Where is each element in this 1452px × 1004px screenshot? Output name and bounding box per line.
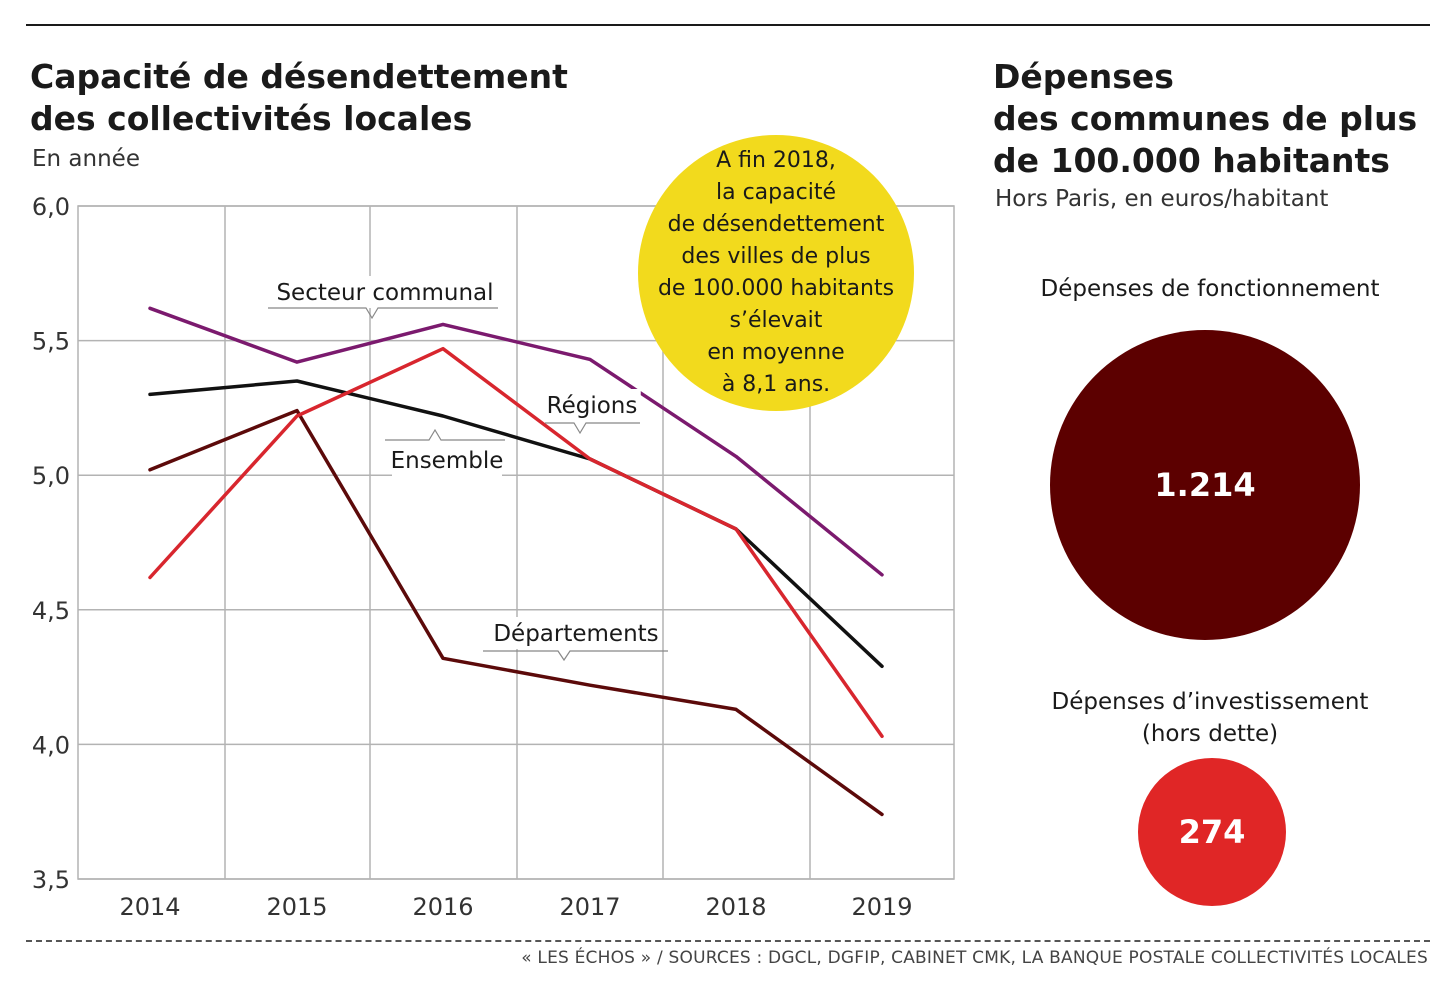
y-tick-label: 3,5 (32, 866, 70, 894)
bubble-chart-title-line2: des communes de plus (993, 99, 1418, 138)
x-tick-label: 2014 (119, 893, 180, 921)
source-note: « LES ÉCHOS » / SOURCES : DGCL, DGFIP, C… (521, 948, 1428, 968)
chart-series (148, 306, 884, 817)
y-tick-label: 5,0 (32, 462, 70, 490)
x-tick-label: 2017 (559, 893, 620, 921)
callout-line: de désendettement (667, 212, 885, 237)
series-line-regions (148, 346, 884, 739)
top-rule (26, 24, 1430, 26)
series-label-leader (483, 650, 668, 662)
investissement-label: Dépenses d’investissement (hors dette) (1000, 686, 1420, 750)
series-label-leader (268, 307, 498, 320)
series-label: Régions (547, 393, 638, 419)
series-label-bg (280, 276, 490, 308)
x-tick-label: 2018 (705, 893, 766, 921)
series-label: Secteur communal (276, 280, 493, 306)
bubble-chart-unit: Hors Paris, en euros/habitant (995, 186, 1329, 212)
bubble-chart-title-line3: de 100.000 habitants (993, 141, 1390, 180)
series-label-bg (496, 617, 656, 649)
line-chart-unit: En année (32, 146, 140, 172)
callout-bubble: A fin 2018, la capacité de désendettement d… (638, 135, 914, 411)
callout-line: des villes de plus (681, 244, 871, 269)
x-tick-label: 2019 (851, 893, 912, 921)
bubble-chart-title: Dépenses des communes de plus de 100.000… (993, 56, 1433, 182)
investissement-label-line1: Dépenses d’investissement (1051, 689, 1369, 715)
line-chart-title-line2: des collectivités locales (30, 99, 473, 138)
line-chart-title: Capacité de désendettement des collectiv… (30, 56, 630, 140)
callout-line: en moyenne (707, 340, 845, 365)
series-line-departements (148, 408, 884, 817)
series-label-leader (385, 428, 505, 441)
series-label: Départements (493, 621, 658, 647)
callout-text: A fin 2018, la capacité de désendettement d… (646, 145, 906, 401)
fonctionnement-label: Dépenses de fonctionnement (1040, 276, 1380, 302)
series-label-bg (392, 444, 502, 476)
callout-line: la capacité (716, 180, 836, 205)
callout-line: à 8,1 ans. (721, 372, 831, 397)
y-tick-label: 4,5 (32, 597, 70, 625)
chart-axes: 6,0 5,5 5,0 4,5 4,0 3,5 2014 2015 2016 2017 2018 20… (32, 193, 913, 921)
series-label: Ensemble (391, 448, 504, 474)
series-label-leader (545, 422, 640, 435)
investissement-circle: 274 (1138, 758, 1286, 906)
x-tick-label: 2016 (412, 893, 473, 921)
y-tick-label: 6,0 (32, 193, 70, 221)
fonctionnement-circle: 1.214 (1050, 330, 1360, 640)
x-tick-label: 2015 (266, 893, 327, 921)
line-chart-title-line1: Capacité de désendettement (30, 57, 568, 96)
fonctionnement-value: 1.214 (1154, 466, 1256, 504)
callout-line: de 100.000 habitants (657, 276, 895, 301)
bubble-chart-title-line1: Dépenses (993, 57, 1174, 96)
callout-line: A fin 2018, (716, 148, 836, 173)
callout-line: s’élevait (729, 308, 823, 333)
investissement-value: 274 (1178, 813, 1246, 851)
investissement-label-line2: (hors dette) (1141, 721, 1279, 747)
y-tick-label: 4,0 (32, 731, 70, 759)
series-line-secteur-communal (148, 306, 884, 577)
bottom-rule (26, 940, 1430, 942)
series-line-ensemble (148, 379, 884, 669)
y-tick-label: 5,5 (32, 328, 70, 356)
series-label-bg (543, 389, 641, 421)
chart-series-labels: Secteur communal Régions Ensemble Départeme… (268, 276, 668, 662)
